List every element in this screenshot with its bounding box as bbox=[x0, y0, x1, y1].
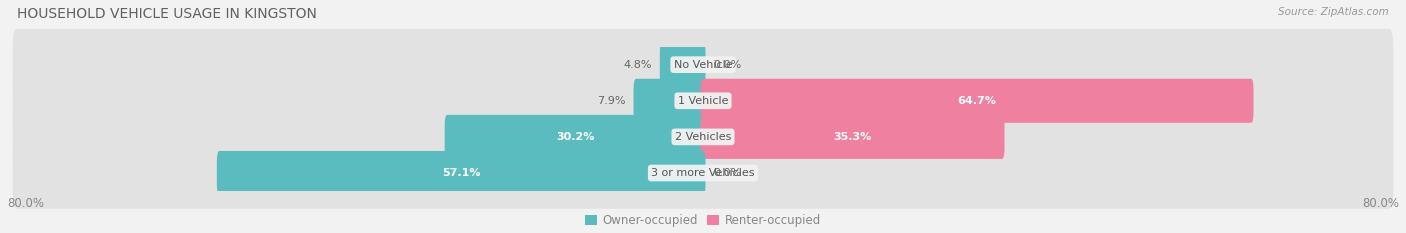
Text: 35.3%: 35.3% bbox=[834, 132, 872, 142]
Text: No Vehicle: No Vehicle bbox=[673, 60, 733, 70]
Text: 30.2%: 30.2% bbox=[555, 132, 595, 142]
FancyBboxPatch shape bbox=[444, 115, 706, 159]
Text: 1 Vehicle: 1 Vehicle bbox=[678, 96, 728, 106]
FancyBboxPatch shape bbox=[634, 79, 706, 123]
Text: 2 Vehicles: 2 Vehicles bbox=[675, 132, 731, 142]
Text: 57.1%: 57.1% bbox=[441, 168, 481, 178]
Text: Source: ZipAtlas.com: Source: ZipAtlas.com bbox=[1278, 7, 1389, 17]
FancyBboxPatch shape bbox=[700, 79, 1254, 123]
Text: 64.7%: 64.7% bbox=[957, 96, 997, 106]
Text: HOUSEHOLD VEHICLE USAGE IN KINGSTON: HOUSEHOLD VEHICLE USAGE IN KINGSTON bbox=[17, 7, 316, 21]
Text: 3 or more Vehicles: 3 or more Vehicles bbox=[651, 168, 755, 178]
Text: 7.9%: 7.9% bbox=[598, 96, 626, 106]
FancyBboxPatch shape bbox=[13, 29, 1393, 100]
Text: 4.8%: 4.8% bbox=[624, 60, 652, 70]
FancyBboxPatch shape bbox=[217, 151, 706, 195]
FancyBboxPatch shape bbox=[13, 137, 1393, 209]
Text: 0.0%: 0.0% bbox=[713, 168, 741, 178]
Legend: Owner-occupied, Renter-occupied: Owner-occupied, Renter-occupied bbox=[585, 214, 821, 227]
Text: 0.0%: 0.0% bbox=[713, 60, 741, 70]
FancyBboxPatch shape bbox=[700, 115, 1004, 159]
FancyBboxPatch shape bbox=[659, 43, 706, 87]
FancyBboxPatch shape bbox=[13, 101, 1393, 173]
FancyBboxPatch shape bbox=[13, 65, 1393, 137]
